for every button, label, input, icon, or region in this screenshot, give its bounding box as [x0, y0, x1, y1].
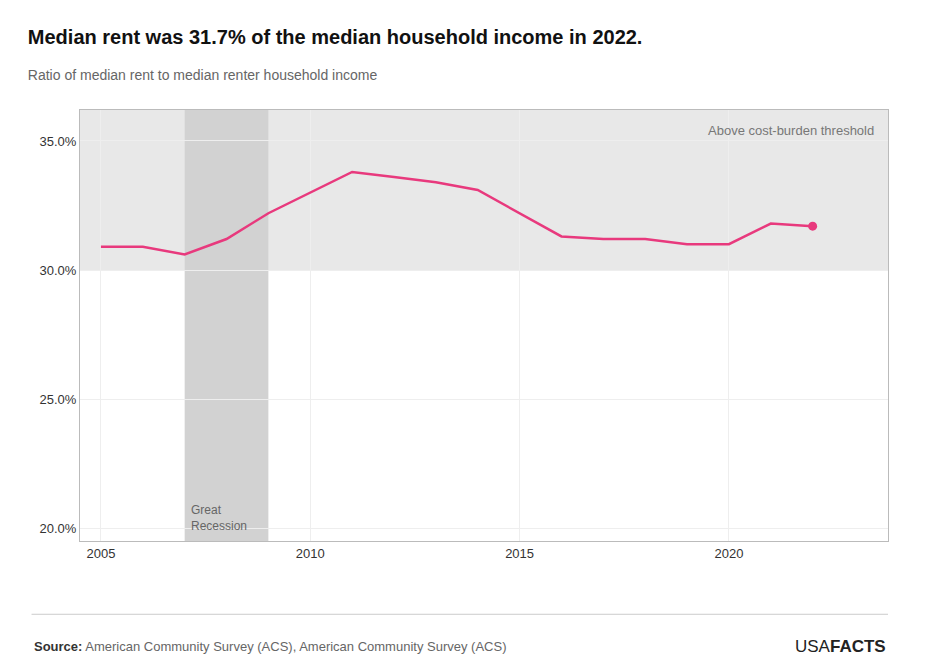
svg-text:20.0%: 20.0% — [40, 521, 77, 536]
svg-text:Source: American Community Sur: Source: American Community Survey (ACS),… — [34, 639, 506, 654]
svg-text:25.0%: 25.0% — [40, 392, 77, 407]
svg-text:USAFACTS: USAFACTS — [795, 637, 886, 656]
svg-text:Median rent was 31.7% of the m: Median rent was 31.7% of the median hous… — [28, 26, 643, 48]
svg-text:2015: 2015 — [505, 546, 534, 561]
svg-text:2020: 2020 — [714, 546, 743, 561]
svg-text:GreatRecession: GreatRecession — [191, 503, 247, 533]
svg-text:Above cost-burden threshold: Above cost-burden threshold — [708, 123, 874, 138]
svg-text:2010: 2010 — [296, 546, 325, 561]
svg-text:30.0%: 30.0% — [40, 263, 77, 278]
svg-text:Ratio of median rent to median: Ratio of median rent to median renter ho… — [28, 67, 378, 83]
svg-text:35.0%: 35.0% — [40, 134, 77, 149]
svg-text:2005: 2005 — [86, 546, 115, 561]
